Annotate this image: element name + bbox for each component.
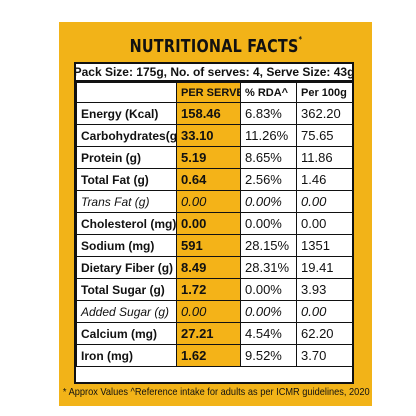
per-serve-value: 5.19 bbox=[176, 146, 241, 169]
pack-info: Pack Size: 175g, No. of serves: 4, Serve… bbox=[74, 64, 354, 82]
table-row: Trans Fat (g) 0.00 0.00% 0.00 bbox=[76, 190, 353, 213]
per-100g-value: 19.41 bbox=[296, 256, 353, 279]
per-100g-value: 0.00 bbox=[296, 190, 353, 213]
per-100g-value: 0.00 bbox=[296, 212, 353, 235]
per-100g-value: 0.00 bbox=[296, 300, 353, 323]
nutrient-name: Energy (Kcal) bbox=[76, 102, 177, 125]
nutrient-name: Added Sugar (g) bbox=[76, 300, 177, 323]
per-serve-value: 1.72 bbox=[176, 278, 241, 301]
nutrient-name: Iron (mg) bbox=[76, 344, 177, 367]
table-row: Cholesterol (mg) 0.00 0.00% 0.00 bbox=[76, 212, 353, 235]
rda-value: 0.00% bbox=[240, 212, 297, 235]
per-serve-value: 158.46 bbox=[176, 102, 241, 125]
rda-value: 0.00% bbox=[240, 278, 297, 301]
nutrient-name: Trans Fat (g) bbox=[76, 190, 177, 213]
per-serve-value: 33.10 bbox=[176, 124, 241, 147]
per-100g-value: 62.20 bbox=[296, 322, 353, 345]
nutrient-name: Sodium (mg) bbox=[76, 234, 177, 257]
per-100g-value: 1.46 bbox=[296, 168, 353, 191]
table-row: Iron (mg) 1.62 9.52% 3.70 bbox=[76, 344, 353, 367]
table-row: Energy (Kcal) 158.46 6.83% 362.20 bbox=[76, 102, 353, 125]
nutrition-table: PER SERVE* % RDA^ Per 100g Energy (Kcal)… bbox=[76, 82, 353, 367]
header-cell-rda: % RDA^ bbox=[240, 82, 297, 103]
title-asterisk: * bbox=[298, 34, 302, 44]
table-row: Added Sugar (g) 0.00 0.00% 0.00 bbox=[76, 300, 353, 323]
header-cell-per-serve: PER SERVE* bbox=[176, 82, 241, 103]
rda-value: 2.56% bbox=[240, 168, 297, 191]
table-row: Total Fat (g) 0.64 2.56% 1.46 bbox=[76, 168, 353, 191]
per-serve-value: 0.00 bbox=[176, 190, 241, 213]
rda-value: 0.00% bbox=[240, 190, 297, 213]
nutrient-name: Dietary Fiber (g) bbox=[76, 256, 177, 279]
per-serve-value: 0.00 bbox=[176, 300, 241, 323]
per-100g-value: 11.86 bbox=[296, 146, 353, 169]
footnote: * Approx Values ^Reference intake for ad… bbox=[62, 386, 370, 398]
per-100g-value: 3.70 bbox=[296, 344, 353, 367]
rda-value: 28.31% bbox=[240, 256, 297, 279]
table-row: Total Sugar (g) 1.72 0.00% 3.93 bbox=[76, 278, 353, 301]
rda-value: 28.15% bbox=[240, 234, 297, 257]
table-row: Dietary Fiber (g) 8.49 28.31% 19.41 bbox=[76, 256, 353, 279]
per-100g-value: 1351 bbox=[296, 234, 353, 257]
nutrient-name: Calcium (mg) bbox=[76, 322, 177, 345]
table-row: Calcium (mg) 27.21 4.54% 62.20 bbox=[76, 322, 353, 345]
table-row: Sodium (mg) 591 28.15% 1351 bbox=[76, 234, 353, 257]
table-header-row: PER SERVE* % RDA^ Per 100g bbox=[76, 82, 353, 103]
rda-value: 11.26% bbox=[240, 124, 297, 147]
nutrient-name: Carbohydrates(g) bbox=[76, 124, 177, 147]
per-100g-value: 362.20 bbox=[296, 102, 353, 125]
nutrient-name: Total Fat (g) bbox=[76, 168, 177, 191]
nutrient-name: Protein (g) bbox=[76, 146, 177, 169]
table-row: Protein (g) 5.19 8.65% 11.86 bbox=[76, 146, 353, 169]
header-cell-per-100g: Per 100g bbox=[296, 82, 353, 103]
rda-value: 9.52% bbox=[240, 344, 297, 367]
per-100g-value: 75.65 bbox=[296, 124, 353, 147]
table-row: Carbohydrates(g) 33.10 11.26% 75.65 bbox=[76, 124, 353, 147]
per-serve-value: 591 bbox=[176, 234, 241, 257]
header-cell-nutrient bbox=[76, 82, 177, 103]
rda-value: 4.54% bbox=[240, 322, 297, 345]
per-serve-value: 1.62 bbox=[176, 344, 241, 367]
label-title: NUTRITIONAL FACTS* bbox=[129, 34, 302, 57]
rda-value: 8.65% bbox=[240, 146, 297, 169]
label-header: NUTRITIONAL FACTS* bbox=[79, 28, 352, 64]
per-100g-value: 3.93 bbox=[296, 278, 353, 301]
per-serve-value: 0.00 bbox=[176, 212, 241, 235]
rda-value: 0.00% bbox=[240, 300, 297, 323]
nutrient-name: Cholesterol (mg) bbox=[76, 212, 177, 235]
rda-value: 6.83% bbox=[240, 102, 297, 125]
per-serve-value: 27.21 bbox=[176, 322, 241, 345]
per-serve-value: 0.64 bbox=[176, 168, 241, 191]
per-serve-value: 8.49 bbox=[176, 256, 241, 279]
nutrient-name: Total Sugar (g) bbox=[76, 278, 177, 301]
